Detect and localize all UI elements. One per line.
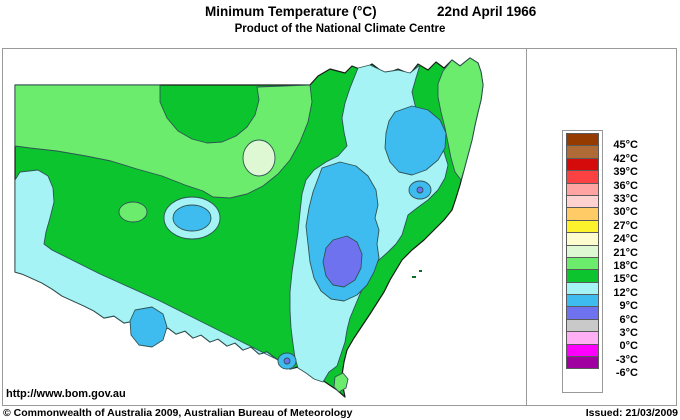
legend-swatch xyxy=(566,281,599,296)
legend-swatches xyxy=(566,133,599,370)
legend-swatch xyxy=(566,145,599,159)
page-title: Minimum Temperature (°C) xyxy=(205,4,377,19)
legend-label: 21°C xyxy=(613,246,638,259)
region-west-core-6-9 xyxy=(172,204,212,232)
legend-label: 36°C xyxy=(613,179,638,192)
legend-swatch xyxy=(566,194,599,209)
legend-swatch xyxy=(566,244,599,258)
legend-swatch xyxy=(566,356,599,370)
legend-swatch xyxy=(566,170,599,184)
coastal-mark xyxy=(412,276,416,278)
legend-label: 30°C xyxy=(613,206,638,219)
region-northwest-15-18 xyxy=(14,84,313,199)
legend-swatch xyxy=(566,256,599,271)
legend-label: 6°C xyxy=(619,313,638,326)
legend-label: 0°C xyxy=(619,340,638,353)
region-murray-blob-6-9 xyxy=(129,306,168,348)
region-periwinkle-3-6 xyxy=(322,235,363,288)
legend-label: 15°C xyxy=(613,273,638,286)
bom-url: http://www.bom.gov.au xyxy=(6,388,126,400)
legend-swatch xyxy=(566,343,599,358)
region-west-island-15-18 xyxy=(118,201,148,223)
legend-label: 12°C xyxy=(613,286,638,299)
issued-date: Issued: 21/03/2009 xyxy=(585,407,678,419)
coastal-mark xyxy=(419,270,422,272)
legend-swatch xyxy=(566,219,599,234)
legend-swatch xyxy=(566,331,599,345)
page-subtitle: Product of the National Climate Centre xyxy=(234,23,446,35)
legend-swatch xyxy=(566,133,599,147)
legend-divider xyxy=(526,48,527,406)
map-frame xyxy=(2,48,677,406)
legend-label: 45°C xyxy=(613,139,638,152)
legend-box xyxy=(562,130,603,393)
legend-label: 33°C xyxy=(613,193,638,205)
legend-swatch xyxy=(566,318,599,333)
region-south-tip-15-18 xyxy=(333,372,349,393)
page-title-date: 22nd April 1966 xyxy=(437,4,537,19)
legend-label: -3°C xyxy=(615,353,638,366)
legend-swatch xyxy=(566,269,599,283)
legend-label: 24°C xyxy=(613,233,638,246)
legend-label: 42°C xyxy=(613,152,638,165)
region-northern-tablelands-6-9 xyxy=(384,105,447,176)
legend-label: 3°C xyxy=(619,327,638,339)
legend-swatch xyxy=(566,207,599,221)
region-southwest-9-12 xyxy=(14,169,296,370)
legend-label: -6°C xyxy=(615,367,638,380)
copyright-text: © Commonwealth of Australia 2009, Austra… xyxy=(3,407,353,419)
legend-swatch xyxy=(566,306,599,320)
legend-label: 39°C xyxy=(613,166,638,179)
dot-east-3-6 xyxy=(416,186,424,194)
region-pale-oval-18-21 xyxy=(242,139,276,177)
legend-swatch xyxy=(566,182,599,196)
legend-swatch xyxy=(566,157,599,172)
legend-labels: 45°C 42°C 39°C 36°C 33°C 30°C 27°C 24°C 21°C 18°C… xyxy=(600,133,642,393)
region-ne-coast-strip-15-18 xyxy=(437,57,484,181)
dot-south-3-6 xyxy=(283,357,291,365)
legend-label: 9°C xyxy=(619,300,638,313)
legend-swatch xyxy=(566,294,599,308)
legend-swatch xyxy=(566,232,599,246)
legend-label: 27°C xyxy=(613,219,638,232)
legend-label: 18°C xyxy=(613,260,638,272)
